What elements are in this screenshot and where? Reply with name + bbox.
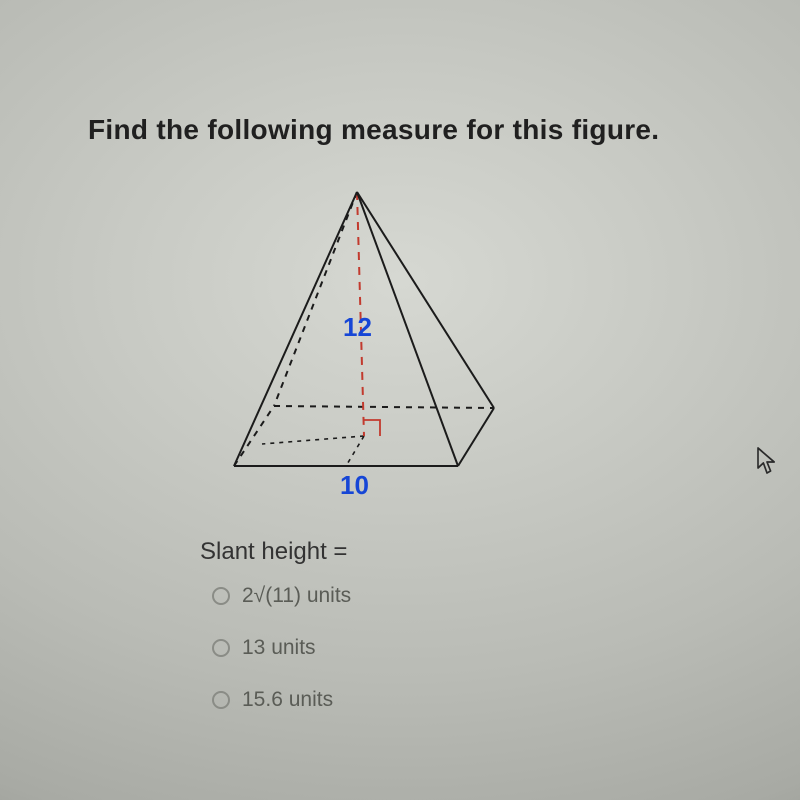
center-to-left-guide	[262, 436, 364, 444]
base-label: 10	[340, 470, 369, 501]
base-edge-back-left	[234, 406, 274, 466]
answer-prompt: Slant height =	[200, 538, 347, 566]
base-edge-right	[458, 408, 494, 466]
radio-icon[interactable]	[212, 587, 230, 605]
lateral-edge-back-left	[274, 192, 357, 406]
options-group: 2√(11) units 13 units 15.6 units	[212, 584, 351, 740]
option-row[interactable]: 15.6 units	[212, 688, 351, 712]
apothem-guide	[346, 436, 364, 466]
base-edge-back-top	[274, 406, 494, 408]
option-row[interactable]: 13 units	[212, 636, 351, 660]
radio-icon[interactable]	[212, 691, 230, 709]
height-label: 12	[343, 312, 372, 343]
option-label: 2√(11) units	[242, 584, 351, 608]
question-text: Find the following measure for this figu…	[88, 114, 659, 146]
option-label: 13 units	[242, 636, 316, 660]
option-label: 15.6 units	[242, 688, 333, 712]
option-row[interactable]: 2√(11) units	[212, 584, 351, 608]
lateral-edge-front-left	[234, 192, 357, 466]
right-angle-marker	[364, 420, 380, 436]
cursor-icon	[755, 446, 778, 484]
pyramid-figure: 12 10	[196, 174, 516, 494]
radio-icon[interactable]	[212, 639, 230, 657]
